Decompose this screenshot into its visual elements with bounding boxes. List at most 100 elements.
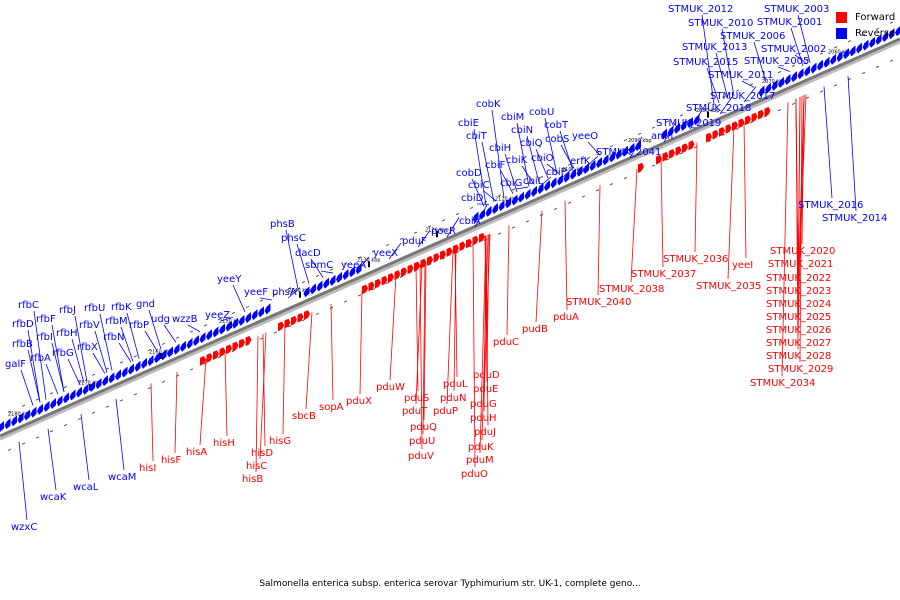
gene-label-pdum: pduM	[466, 455, 494, 466]
label-line-stmuk-2017	[743, 86, 757, 103]
forward-gene-43	[732, 121, 738, 132]
gene-label-pduw: pduW	[376, 382, 405, 393]
gene-label-cbip: cbiP	[546, 167, 567, 178]
label-line-cbit	[481, 141, 495, 203]
ruler-dash-bottom	[21, 442, 26, 445]
gene-label-stmuk-2029: STMUK_2029	[768, 364, 833, 375]
reverse-gene-98	[856, 42, 862, 54]
ruler-dash-bottom	[833, 84, 838, 87]
gene-label-phsb: phsB	[270, 219, 295, 230]
gene-label-pdut: pduT	[402, 406, 428, 417]
reverse-gene-53	[485, 205, 492, 217]
forward-gene-23	[427, 255, 433, 266]
forward-gene-17	[388, 273, 394, 283]
reverse-gene-64	[557, 174, 563, 186]
reverse-gene-27	[173, 343, 180, 355]
reverse-gene-11	[69, 389, 76, 401]
label-line-pduf	[417, 230, 431, 248]
ruler-dash-bottom	[875, 65, 880, 68]
ruler-dash-bottom	[651, 164, 656, 167]
reverse-gene-25	[160, 349, 167, 361]
ruler-dash-bottom	[595, 189, 600, 192]
label-line-pudb	[535, 210, 543, 323]
gene-label-stmuk-2023: STMUK_2023	[766, 286, 831, 297]
label-line-stmuk-2037	[660, 158, 664, 268]
ruler-dash-bottom	[427, 263, 432, 266]
label-line-hish	[224, 350, 228, 437]
label-line-pdus	[415, 266, 419, 392]
ruler-dash-top	[833, 46, 838, 49]
reverse-gene-31	[199, 332, 206, 344]
gene-label-pduv: pduV	[408, 451, 434, 462]
map-caption: Salmonella enterica subsp. enterica sero…	[259, 579, 641, 589]
gene-label-cbik: cbiK	[506, 155, 528, 166]
ruler-label-5: 2110 kbp	[495, 197, 519, 203]
ruler-dash-bottom	[805, 96, 810, 99]
forward-gene-41	[719, 126, 725, 137]
label-line-hisi	[150, 383, 154, 462]
reverse-gene-56	[505, 197, 511, 209]
label-line-udg	[163, 324, 177, 343]
ruler-dash-top	[413, 231, 418, 234]
legend-label-forward: Forward	[855, 11, 896, 23]
gene-label-stmuk-2020: STMUK_2020	[770, 246, 835, 257]
gene-label-stmuk-2028: STMUK_2028	[766, 351, 831, 362]
ruler-dash-bottom	[63, 424, 68, 427]
gene-label-stmuk-2021: STMUK_2021	[768, 259, 833, 270]
forward-gene-18	[394, 270, 401, 280]
ruler-dash-bottom	[147, 386, 152, 390]
gene-label-cbia: cbiA	[459, 216, 481, 227]
reverse-gene-63	[550, 177, 557, 189]
ruler-label-12: 2180 kbp	[8, 411, 32, 417]
label-line-pdua	[564, 200, 568, 311]
label-line-yeei	[743, 121, 747, 259]
gene-label-pudb: pudB	[522, 324, 548, 335]
ruler-dash-top	[385, 243, 390, 247]
reverse-gene-9	[56, 395, 63, 407]
ruler-dash-top	[21, 404, 26, 407]
gene-label-stmuk-2041: STMUK_2041	[596, 147, 661, 158]
forward-gene-19	[401, 267, 407, 278]
reverse-gene-65	[563, 171, 570, 183]
ruler-label-10: 2160 kbp	[149, 349, 173, 355]
label-line-phsb	[285, 229, 299, 289]
ruler-label-8: 2140 kbp	[288, 288, 312, 294]
forward-gene-33	[656, 154, 662, 165]
reverse-gene-58	[518, 191, 524, 203]
gene-label-rfba: rfbA	[30, 353, 51, 364]
reverse-gene-73	[615, 148, 622, 160]
gene-label-rfbn: rfbN	[103, 332, 124, 343]
forward-gene-7	[245, 335, 252, 346]
reverse-gene-32	[206, 329, 212, 341]
label-line-cbif	[500, 170, 514, 194]
reverse-gene-8	[50, 398, 56, 410]
forward-gene-28	[459, 241, 466, 252]
gene-label-stmuk-2001: STMUK_2001	[757, 17, 822, 28]
ruler-dash-top	[819, 52, 824, 55]
label-line-pdud	[486, 234, 490, 369]
forward-gene-37	[682, 143, 688, 154]
reverse-gene-60	[531, 185, 537, 197]
reverse-gene-100	[869, 36, 875, 48]
reverse-gene-84	[765, 82, 771, 94]
reverse-gene-12	[76, 386, 82, 398]
label-line-pdup	[446, 250, 454, 405]
forward-gene-15	[375, 278, 381, 289]
label-line-hisd	[262, 333, 266, 447]
reverse-gene-38	[245, 312, 251, 324]
ruler-label-11: 2170 kbp	[78, 381, 102, 387]
ruler-dash-top	[861, 33, 866, 37]
gene-label-yeeo: yeeO	[572, 131, 598, 142]
label-line-stmuk-2015	[706, 67, 720, 103]
label-line-cbik	[521, 165, 535, 185]
gene-label-cobk: cobK	[476, 99, 501, 110]
reverse-gene-7	[43, 400, 50, 412]
label-line-stmuk-2005	[777, 66, 791, 72]
gene-label-stmuk-2016: STMUK_2016	[798, 200, 863, 211]
ruler-dash-top	[875, 27, 880, 30]
reverse-gene-88	[791, 71, 797, 83]
gene-label-cbil: cbiL	[523, 176, 544, 187]
label-line-stmuk-2026	[797, 97, 801, 324]
gene-label-stmuk-2018: STMUK_2018	[686, 103, 751, 114]
gene-label-pdua: pduA	[553, 312, 579, 323]
